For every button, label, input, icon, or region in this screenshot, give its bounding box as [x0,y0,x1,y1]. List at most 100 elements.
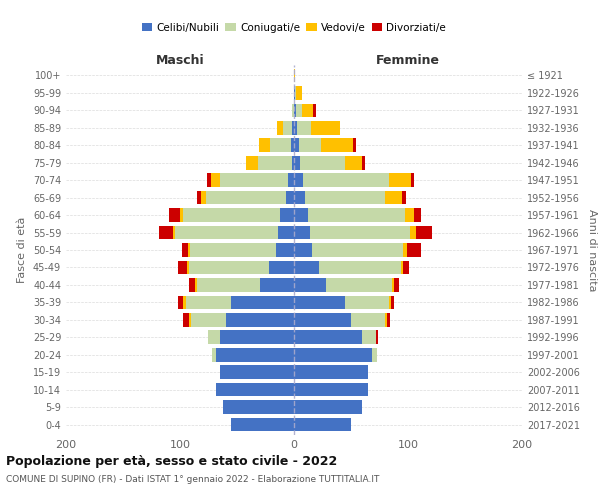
Bar [246,156,257,170]
Bar [184,208,280,222]
Bar [160,226,173,239]
Bar [184,313,189,326]
Bar [389,296,391,309]
Bar [346,156,362,170]
Bar [232,296,294,309]
Bar [269,260,294,274]
Bar [211,174,220,187]
Bar [286,191,294,204]
Bar [294,86,295,100]
Text: COMUNE DI SUPINO (FR) - Dati ISTAT 1° gennaio 2022 - Elaborazione TUTTITALIA.IT: COMUNE DI SUPINO (FR) - Dati ISTAT 1° ge… [6,475,379,484]
Bar [220,174,289,187]
Bar [305,191,385,204]
Bar [403,260,409,274]
Bar [294,156,300,170]
Bar [295,86,296,100]
Bar [392,278,394,291]
Bar [322,138,353,152]
Bar [294,243,312,257]
Bar [223,400,294,414]
Bar [217,348,294,362]
Bar [208,174,211,187]
Bar [294,278,326,291]
Bar [283,121,292,134]
Bar [260,278,294,291]
Text: Femmine: Femmine [376,54,440,66]
Bar [259,138,270,152]
Bar [289,174,294,187]
Bar [376,330,379,344]
Bar [195,278,197,291]
Bar [308,208,404,222]
Bar [371,348,377,362]
Bar [294,68,295,82]
Bar [220,366,294,379]
Bar [310,226,410,239]
Bar [206,191,286,204]
Bar [294,313,351,326]
Bar [276,243,294,257]
Bar [277,121,283,134]
Bar [394,278,399,291]
Bar [187,260,189,274]
Bar [326,278,392,291]
Bar [292,104,294,117]
Bar [385,313,388,326]
Bar [311,121,340,134]
Bar [303,174,389,187]
Bar [296,86,302,100]
Bar [197,278,260,291]
Bar [300,156,346,170]
Bar [178,296,184,309]
Bar [351,313,385,326]
Bar [175,226,278,239]
Bar [278,226,294,239]
Bar [294,366,368,379]
Bar [232,418,294,432]
Bar [294,208,308,222]
Bar [270,138,290,152]
Bar [226,313,294,326]
Bar [294,383,368,396]
Bar [294,121,298,134]
Bar [280,208,294,222]
Y-axis label: Fasce di età: Fasce di età [17,217,27,283]
Bar [391,296,394,309]
Bar [403,243,407,257]
Bar [292,121,294,134]
Bar [217,383,294,396]
Bar [294,104,296,117]
Bar [188,243,190,257]
Bar [180,208,184,222]
Bar [362,330,376,344]
Bar [319,260,401,274]
Bar [299,138,322,152]
Bar [178,260,187,274]
Bar [353,138,356,152]
Bar [257,156,292,170]
Bar [190,243,276,257]
Bar [209,330,220,344]
Bar [184,296,186,309]
Bar [197,191,200,204]
Bar [385,191,403,204]
Bar [346,296,389,309]
Bar [173,226,175,239]
Bar [312,243,403,257]
Bar [294,400,362,414]
Bar [410,226,416,239]
Bar [298,121,311,134]
Bar [189,278,195,291]
Bar [294,296,346,309]
Bar [294,260,319,274]
Text: Maschi: Maschi [155,54,205,66]
Legend: Celibi/Nubili, Coniugati/e, Vedovi/e, Divorziati/e: Celibi/Nubili, Coniugati/e, Vedovi/e, Di… [137,18,451,36]
Bar [220,330,294,344]
Bar [182,243,188,257]
Bar [189,313,191,326]
Bar [416,226,432,239]
Bar [403,191,406,204]
Bar [313,104,316,117]
Bar [407,243,421,257]
Bar [294,191,305,204]
